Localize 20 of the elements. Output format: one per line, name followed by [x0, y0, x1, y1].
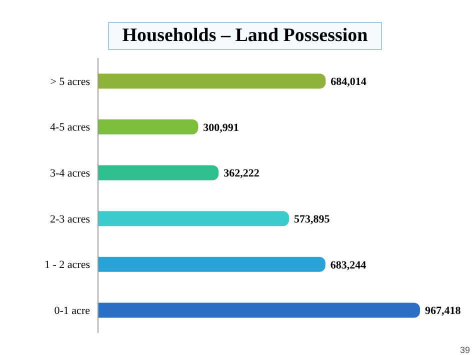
y-tick-label: 1 - 2 acres: [44, 259, 90, 272]
text: 39: [460, 345, 470, 355]
bar: [98, 165, 219, 180]
data-label: 683,244: [330, 259, 367, 272]
y-tick-label: 2-3 acres: [50, 213, 90, 226]
y-tick-label: 4-5 acres: [50, 122, 90, 134]
data-label: 362,222: [224, 168, 260, 180]
y-tick-label: 0-1 acre: [54, 304, 90, 317]
chart-title: Households – Land Possession: [108, 22, 382, 50]
data-label: 967,418: [425, 305, 462, 318]
bar: [98, 302, 420, 318]
bar: [98, 256, 326, 272]
y-tick-label: > 5 acres: [50, 76, 90, 88]
bar: [98, 74, 326, 89]
data-label: 684,014: [330, 76, 367, 88]
y-tick-label: 3-4 acres: [50, 167, 90, 180]
data-label: 573,895: [294, 213, 330, 226]
bar: [98, 119, 198, 134]
data-label: 300,991: [203, 122, 239, 134]
bar: [98, 211, 290, 226]
